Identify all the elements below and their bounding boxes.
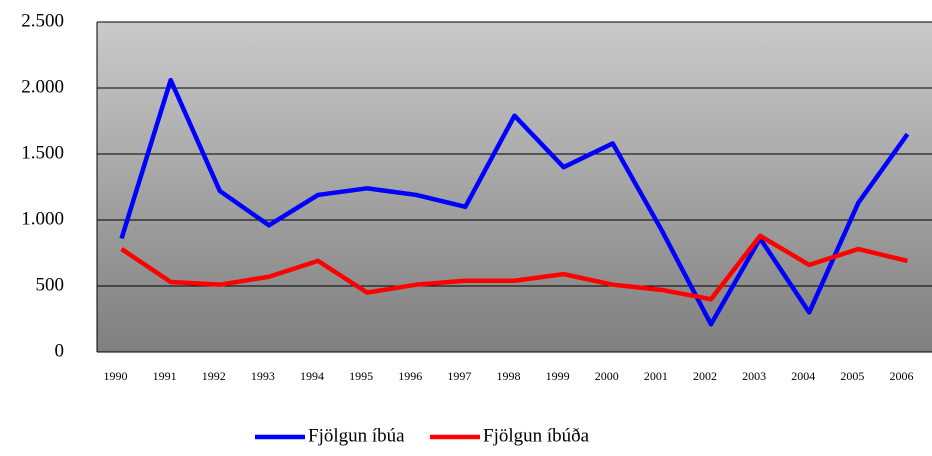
y-tick-label: 1.500: [21, 142, 64, 163]
x-tick-label: 2000: [595, 369, 619, 383]
x-tick-label: 2004: [791, 369, 815, 383]
y-tick-label: 1.000: [21, 208, 64, 229]
x-tick-label: 2001: [644, 369, 668, 383]
y-tick-label: 2.000: [21, 76, 64, 97]
x-tick-label: 2003: [742, 369, 766, 383]
x-tick-label: 2002: [693, 369, 717, 383]
x-tick-label: 1996: [398, 369, 422, 383]
x-tick-label: 2006: [889, 369, 913, 383]
x-tick-label: 1992: [202, 369, 226, 383]
legend-label: Fjölgun íbúa: [308, 425, 405, 446]
x-tick-label: 1991: [153, 369, 177, 383]
y-tick-label: 0: [55, 340, 65, 361]
x-tick-label: 1993: [251, 369, 275, 383]
x-tick-label: 1997: [447, 369, 471, 383]
x-tick-label: 1990: [104, 369, 128, 383]
x-tick-label: 1995: [349, 369, 373, 383]
y-tick-label: 500: [36, 274, 65, 295]
y-tick-label: 2.500: [21, 10, 64, 31]
legend-label: Fjölgun íbúða: [483, 425, 590, 446]
series-line: [119, 77, 910, 327]
x-tick-label: 2005: [840, 369, 864, 383]
x-tick-label: 1998: [497, 369, 521, 383]
x-tick-label: 1999: [546, 369, 570, 383]
x-tick-label: 1994: [300, 369, 324, 383]
series-line: [120, 233, 908, 302]
plot-area: [97, 22, 932, 352]
